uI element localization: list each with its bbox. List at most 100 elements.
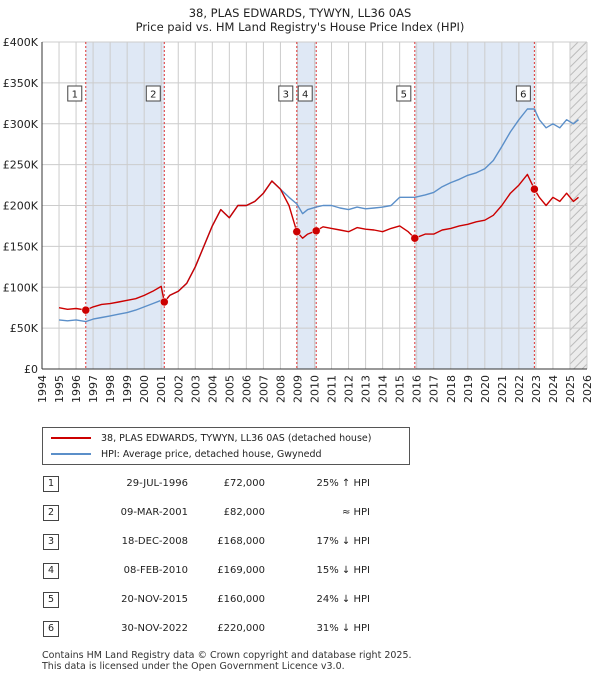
sale-date: 18-DEC-2008	[121, 536, 188, 547]
sale-date: 20-NOV-2015	[121, 594, 188, 605]
x-tick-label: 2023	[530, 375, 543, 403]
sale-label-box	[515, 85, 531, 102]
x-tick-label: 1997	[87, 375, 100, 403]
sale-hpi-comparison: 25% ↑ HPI	[316, 478, 370, 489]
sale-label-number: 2	[150, 90, 156, 101]
x-tick-label: 1999	[121, 375, 134, 403]
footer-licence: This data is licensed under the Open Gov…	[42, 661, 345, 672]
x-tick-label: 2016	[411, 375, 424, 403]
sale-point	[292, 227, 302, 236]
sale-label-number: 1	[72, 90, 78, 101]
y-tick-label: £150K	[3, 240, 39, 253]
x-tick-label: 2009	[291, 375, 304, 403]
legend-label-hpi: HPI: Average price, detached house, Gwyn…	[101, 448, 322, 460]
series-line-hpi	[58, 108, 579, 323]
sale-price: £168,000	[217, 536, 265, 547]
x-tick-label: 2011	[326, 375, 339, 403]
sale-date: 09-MAR-2001	[120, 507, 188, 518]
y-tick-label: £0	[24, 363, 38, 376]
table-row: 5 20-NOV-2015 £160,000 24% ↓ HPI	[0, 592, 600, 610]
sale-date: 29-JUL-1996	[126, 478, 188, 489]
x-tick-label: 2015	[394, 375, 407, 403]
sale-point	[311, 226, 321, 236]
sale-hpi-comparison: ≈ HPI	[341, 507, 370, 518]
x-tick-label: 2022	[513, 375, 526, 403]
x-tick-label: 2008	[274, 375, 287, 403]
y-tick-label: £200K	[3, 200, 39, 213]
x-tick-label: 2002	[172, 375, 185, 403]
x-tick-label: 2021	[496, 375, 509, 403]
x-tick-label: 1996	[70, 375, 83, 403]
chart-title-block: 38, PLAS EDWARDS, TYWYN, LL36 0AS Price …	[0, 6, 600, 34]
x-tick-label: 2012	[343, 375, 356, 403]
y-tick-label: £250K	[3, 159, 39, 172]
sale-label-box	[145, 85, 161, 102]
sale-point	[81, 305, 91, 315]
sale-date: 08-FEB-2010	[123, 565, 188, 576]
x-tick-label: 2018	[445, 375, 458, 403]
sale-number: 3	[43, 534, 59, 550]
x-tick-label: 2025	[564, 375, 577, 403]
y-tick-label: £300K	[3, 118, 39, 131]
x-tick-label: 2017	[428, 375, 441, 403]
sale-label-box	[278, 85, 294, 102]
chart-title: 38, PLAS EDWARDS, TYWYN, LL36 0AS	[188, 6, 412, 20]
table-row: 1 29-JUL-1996 £72,000 25% ↑ HPI	[0, 476, 600, 494]
x-tick-label: 2013	[360, 375, 373, 403]
sale-number: 2	[43, 505, 59, 521]
y-tick-label: £100K	[3, 281, 39, 294]
sale-date: 30-NOV-2022	[121, 623, 188, 634]
x-tick-label: 2007	[257, 375, 270, 403]
footer: Contains HM Land Registry data © Crown c…	[42, 650, 412, 672]
x-tick-label: 2000	[138, 375, 151, 403]
x-tick-label: 2006	[240, 375, 253, 403]
sale-hpi-comparison: 17% ↓ HPI	[316, 536, 370, 547]
price-chart: £0 £50K £100K £150K £200K £250K £300K £350K £400…	[3, 36, 594, 403]
footer-copyright: Contains HM Land Registry data © Crown c…	[42, 650, 412, 661]
sale-hpi-comparison: 31% ↓ HPI	[316, 623, 370, 634]
sale-label-box	[297, 85, 313, 102]
sale-price: £220,000	[217, 623, 265, 634]
y-tick-label: £50K	[10, 322, 39, 335]
sale-price: £72,000	[223, 478, 265, 489]
chart-subtitle: Price paid vs. HM Land Registry's House …	[135, 20, 465, 34]
sale-label-number: 6	[520, 90, 526, 101]
y-tick-label: £350K	[3, 77, 39, 90]
sale-point	[160, 297, 169, 307]
sale-point	[410, 233, 420, 243]
sale-number: 1	[43, 476, 59, 492]
y-tick-label: £400K	[3, 36, 39, 49]
x-tick-label: 2026	[581, 375, 594, 403]
sale-hpi-comparison: 15% ↓ HPI	[316, 565, 370, 576]
legend-swatch-hpi	[51, 453, 91, 455]
x-tick-label: 1998	[104, 375, 117, 403]
legend-item-property: 38, PLAS EDWARDS, TYWYN, LL36 0AS (detac…	[51, 430, 371, 446]
x-tick-label: 2004	[206, 375, 219, 403]
sale-label-number: 4	[302, 90, 308, 101]
x-tick-label: 1995	[53, 375, 66, 403]
legend-label-property: 38, PLAS EDWARDS, TYWYN, LL36 0AS (detac…	[101, 432, 372, 444]
table-row: 6 30-NOV-2022 £220,000 31% ↓ HPI	[0, 621, 600, 639]
legend: 38, PLAS EDWARDS, TYWYN, LL36 0AS (detac…	[42, 427, 410, 465]
sale-price: £169,000	[217, 565, 265, 576]
sale-price: £160,000	[217, 594, 265, 605]
sale-number: 4	[43, 563, 59, 579]
x-tick-label: 2020	[479, 375, 492, 403]
sale-number: 5	[43, 592, 59, 608]
table-row: 3 18-DEC-2008 £168,000 17% ↓ HPI	[0, 534, 600, 552]
sale-label-number: 3	[283, 90, 289, 101]
table-row: 2 09-MAR-2001 £82,000 ≈ HPI	[0, 505, 600, 523]
x-tick-label: 2024	[547, 375, 560, 403]
sale-number: 6	[43, 621, 59, 637]
x-tick-label: 2005	[223, 375, 236, 403]
table-row: 4 08-FEB-2010 £169,000 15% ↓ HPI	[0, 563, 600, 581]
sale-label-box	[67, 85, 83, 102]
x-tick-label: 2001	[155, 375, 168, 403]
x-tick-label: 2014	[377, 375, 390, 403]
legend-item-hpi: HPI: Average price, detached house, Gwyn…	[51, 446, 322, 462]
sale-label-box	[396, 85, 412, 102]
sale-point	[530, 184, 539, 194]
x-tick-label: 2019	[462, 375, 475, 403]
legend-swatch-property	[51, 437, 91, 439]
sale-hpi-comparison: 24% ↓ HPI	[316, 594, 370, 605]
